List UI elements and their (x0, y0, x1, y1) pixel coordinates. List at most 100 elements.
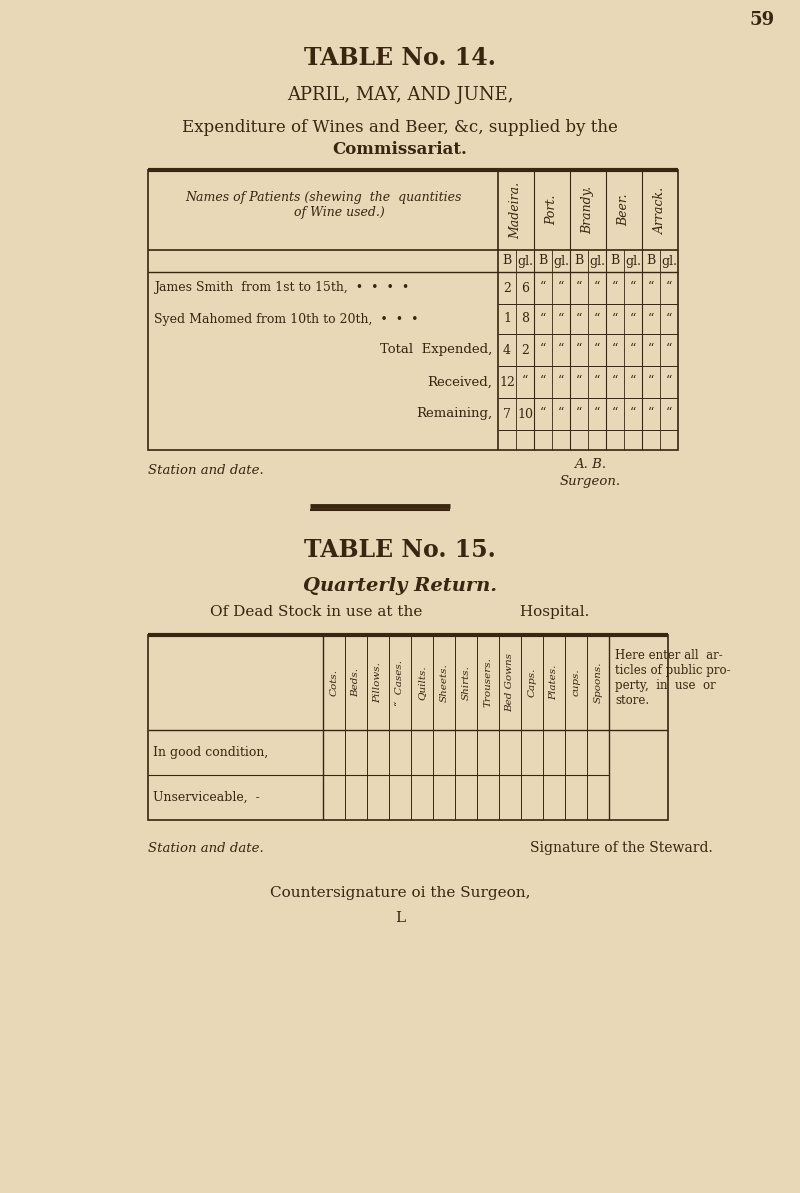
Text: Signature of the Steward.: Signature of the Steward. (530, 841, 713, 855)
Text: Shirts.: Shirts. (462, 665, 470, 700)
Text: Madeira.: Madeira. (510, 181, 522, 239)
Text: B: B (502, 254, 512, 267)
Text: “: “ (540, 313, 546, 326)
Text: Quilts.: Quilts. (418, 666, 426, 700)
Text: Station and date.: Station and date. (148, 841, 264, 854)
Text: Commissariat.: Commissariat. (333, 142, 467, 159)
Text: 12: 12 (499, 376, 515, 389)
Text: “: “ (666, 376, 672, 389)
Text: “: “ (666, 313, 672, 326)
Text: Brandy.: Brandy. (582, 186, 594, 234)
Text: Beds.: Beds. (351, 668, 361, 697)
Text: “: “ (558, 376, 564, 389)
Text: “: “ (666, 344, 672, 357)
Text: gl.: gl. (553, 254, 569, 267)
Text: “: “ (630, 282, 636, 295)
Text: “: “ (648, 344, 654, 357)
Text: Countersignature oi the Surgeon,: Countersignature oi the Surgeon, (270, 886, 530, 900)
Text: Beer.: Beer. (618, 193, 630, 227)
Text: B: B (538, 254, 548, 267)
Text: “: “ (558, 344, 564, 357)
Text: “: “ (576, 376, 582, 389)
Text: Here enter all  ar-: Here enter all ar- (615, 649, 722, 662)
Text: “: “ (630, 408, 636, 420)
Text: 8: 8 (521, 313, 529, 326)
Text: “: “ (540, 282, 546, 295)
Text: TABLE No. 14.: TABLE No. 14. (304, 47, 496, 70)
Text: A. B.: A. B. (574, 457, 606, 470)
Text: Quarterly Return.: Quarterly Return. (303, 577, 497, 595)
Text: Spoons.: Spoons. (594, 662, 602, 703)
Text: “: “ (558, 313, 564, 326)
Text: APRIL, MAY, AND JUNE,: APRIL, MAY, AND JUNE, (286, 86, 514, 104)
Text: Total  Expended,: Total Expended, (380, 344, 492, 357)
Text: “: “ (612, 313, 618, 326)
Text: “: “ (594, 313, 600, 326)
Text: Port.: Port. (546, 194, 558, 225)
Text: Pillows.: Pillows. (374, 662, 382, 703)
Text: 2: 2 (521, 344, 529, 357)
Text: “: “ (540, 344, 546, 357)
Text: “: “ (522, 376, 528, 389)
Text: “: “ (594, 344, 600, 357)
Text: gl.: gl. (589, 254, 605, 267)
Text: Unserviceable,  -: Unserviceable, - (153, 791, 260, 804)
Text: Bed Gowns: Bed Gowns (506, 653, 514, 712)
Text: “: “ (594, 376, 600, 389)
Text: Expenditure of Wines and Beer, &c, supplied by the: Expenditure of Wines and Beer, &c, suppl… (182, 119, 618, 136)
Text: store.: store. (615, 694, 649, 707)
Text: TABLE No. 15.: TABLE No. 15. (304, 538, 496, 562)
Text: “: “ (594, 408, 600, 420)
Text: perty,  in  use  or: perty, in use or (615, 679, 716, 692)
Text: “: “ (540, 376, 546, 389)
Text: “: “ (612, 376, 618, 389)
Text: “: “ (666, 408, 672, 420)
Text: B: B (610, 254, 620, 267)
Text: “: “ (594, 282, 600, 295)
Text: 4: 4 (503, 344, 511, 357)
Bar (148, 635, 668, 820)
Text: Cots.: Cots. (330, 669, 338, 696)
Text: “: “ (576, 408, 582, 420)
Text: “  Cases.: “ Cases. (395, 660, 405, 705)
Text: B: B (574, 254, 584, 267)
Text: gl.: gl. (625, 254, 641, 267)
Text: “: “ (558, 408, 564, 420)
Text: cups.: cups. (571, 669, 581, 697)
Text: L: L (395, 911, 405, 925)
Text: Syed Mahomed from 10th to 20th,  •  •  •: Syed Mahomed from 10th to 20th, • • • (154, 313, 418, 326)
Text: Caps.: Caps. (527, 668, 537, 697)
Text: 7: 7 (503, 408, 511, 420)
Text: “: “ (612, 408, 618, 420)
Text: “: “ (648, 408, 654, 420)
Text: Sheets.: Sheets. (439, 663, 449, 701)
Text: 1: 1 (503, 313, 511, 326)
Text: gl.: gl. (661, 254, 677, 267)
Text: “: “ (576, 282, 582, 295)
Text: Of Dead Stock in use at the                    Hospital.: Of Dead Stock in use at the Hospital. (210, 605, 590, 619)
Text: “: “ (630, 313, 636, 326)
Text: “: “ (540, 408, 546, 420)
Bar (148, 169, 678, 450)
Text: “: “ (612, 344, 618, 357)
Text: “: “ (576, 344, 582, 357)
Text: Trousers.: Trousers. (483, 657, 493, 707)
Text: “: “ (648, 376, 654, 389)
Text: In good condition,: In good condition, (153, 746, 268, 759)
Text: 6: 6 (521, 282, 529, 295)
Text: 2: 2 (503, 282, 511, 295)
Text: B: B (646, 254, 656, 267)
Text: “: “ (648, 282, 654, 295)
Text: “: “ (666, 282, 672, 295)
Text: “: “ (576, 313, 582, 326)
Text: Remaining,: Remaining, (416, 408, 492, 420)
Text: Surgeon.: Surgeon. (559, 476, 621, 488)
Text: “: “ (612, 282, 618, 295)
Text: “: “ (558, 282, 564, 295)
Text: James Smith  from 1st to 15th,  •  •  •  •: James Smith from 1st to 15th, • • • • (154, 282, 410, 295)
Text: gl.: gl. (517, 254, 533, 267)
Text: Station and date.: Station and date. (148, 464, 264, 476)
Text: “: “ (648, 313, 654, 326)
Text: Names of Patients (shewing  the  quantities
        of Wine used.): Names of Patients (shewing the quantitie… (185, 191, 461, 220)
Text: “: “ (630, 376, 636, 389)
